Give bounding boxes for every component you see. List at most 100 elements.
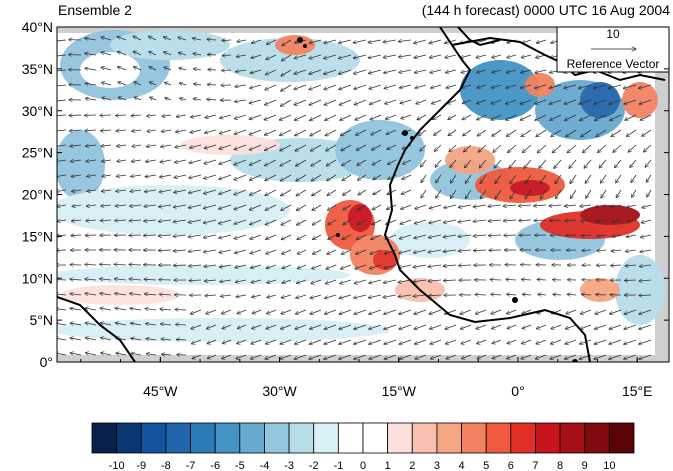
wind-vector (534, 220, 547, 221)
wind-vector (475, 294, 487, 295)
wind-vector (57, 160, 67, 162)
wind-vector (495, 189, 502, 199)
wind-vector (265, 204, 277, 210)
colorbar-swatch (190, 422, 216, 454)
wind-vector (174, 159, 187, 163)
wind-vector (101, 52, 112, 56)
wind-vector (190, 144, 202, 148)
wind-vector (207, 339, 217, 344)
wind-vector (477, 69, 487, 73)
wind-vector (115, 323, 127, 325)
wind-vector (129, 293, 142, 295)
wind-vector (624, 309, 637, 314)
wind-vector (115, 220, 127, 221)
wind-vector (373, 189, 382, 195)
colorbar-tick-label: 6 (508, 460, 514, 471)
colorbar-swatch (362, 422, 389, 454)
wind-vector (613, 144, 622, 152)
wind-vector (522, 309, 532, 314)
lat-label: 5°N (30, 312, 54, 328)
wind-vector (294, 99, 307, 105)
wind-vector (340, 129, 352, 136)
reference-vector-label: Reference Vector (567, 57, 660, 71)
wind-vector (101, 82, 112, 86)
wind-vector (384, 309, 397, 314)
wind-vector (488, 205, 502, 207)
wind-vector (70, 145, 82, 146)
wind-vector (134, 97, 142, 101)
wind-vector (174, 174, 187, 178)
wind-vector (339, 84, 352, 90)
wind-vector (102, 175, 112, 176)
wind-vector (356, 249, 367, 254)
wind-vector (550, 114, 562, 120)
wind-vector (294, 69, 307, 74)
wind-vector (609, 354, 622, 359)
colorbar-swatch (436, 422, 462, 454)
wind-vector (324, 324, 337, 329)
colorbar-tick-label: -4 (260, 460, 270, 471)
wind-vector (428, 249, 442, 252)
wind-vector (492, 69, 502, 73)
wind-vector (160, 160, 172, 162)
wind-vector (207, 54, 217, 55)
wind-vector (342, 234, 352, 240)
wind-vector (477, 99, 487, 104)
wind-vector (371, 129, 382, 135)
wind-vector (189, 159, 202, 163)
wind-vector (630, 159, 637, 168)
wind-vector (161, 354, 172, 355)
wind-vector (249, 174, 262, 180)
wind-vector (384, 264, 397, 268)
wind-vector (623, 84, 637, 88)
wind-vector (252, 309, 262, 314)
wind-vector (522, 294, 532, 295)
wind-vector (252, 295, 262, 297)
wind-vector (86, 220, 97, 221)
wind-vector (462, 114, 472, 120)
wind-vector (567, 294, 577, 295)
wind-vector (118, 82, 127, 86)
wind-vector (203, 234, 217, 238)
wind-vector (280, 99, 292, 106)
wind-vector (553, 294, 562, 295)
wind-vector (57, 69, 67, 72)
wind-vector (445, 54, 457, 58)
latitude-axis: 40°N 35°N 30°N 25°N 20°N 15°N 10°N 5°N 0° (22, 19, 669, 370)
wind-vector (476, 54, 487, 58)
wind-vector (57, 338, 67, 340)
wind-vector (464, 159, 472, 168)
wind-vector (188, 235, 202, 237)
iberia-coastline (457, 27, 501, 47)
wind-vector (491, 114, 502, 120)
wind-vector (296, 204, 307, 210)
wind-vector (625, 265, 637, 266)
wind-vector (235, 264, 247, 268)
wind-vector (507, 54, 517, 58)
wind-vector (280, 324, 292, 329)
wind-vector (581, 294, 592, 295)
wind-vector (219, 144, 232, 149)
wind-vector (338, 69, 352, 74)
wind-vector (353, 69, 367, 74)
wind-vector (176, 115, 187, 117)
colorbar-tick-label: 8 (557, 460, 563, 471)
wind-vector (309, 339, 322, 344)
reference-vector-value: 10 (606, 27, 620, 41)
wind-vector (218, 219, 232, 224)
wind-vector (313, 234, 322, 239)
wind-vector (611, 129, 622, 137)
colorbar-swatch (165, 422, 191, 454)
wind-vector (385, 114, 397, 119)
wind-vector (626, 235, 637, 237)
wind-vector (639, 354, 652, 359)
wind-vector (369, 99, 382, 104)
wind-vector (640, 114, 652, 120)
wind-vector (521, 69, 532, 73)
wind-vector (70, 160, 82, 162)
wind-vector (535, 84, 547, 88)
wind-vector (117, 67, 127, 71)
wind-vector (221, 309, 232, 314)
wind-vector (150, 97, 157, 100)
